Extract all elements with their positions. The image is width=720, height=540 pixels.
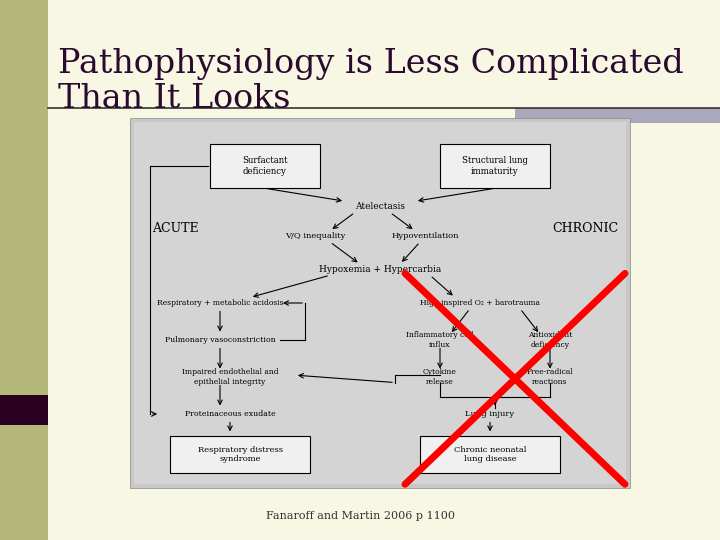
Text: Impaired endothelial and
epithelial integrity: Impaired endothelial and epithelial inte… (181, 368, 279, 386)
Text: Chronic neonatal
lung disease: Chronic neonatal lung disease (454, 446, 526, 463)
Text: Surfactant
deficiency: Surfactant deficiency (242, 157, 288, 176)
Text: Lung injury: Lung injury (465, 410, 515, 418)
Text: Respiratory + metabolic acidosis: Respiratory + metabolic acidosis (157, 299, 283, 307)
Text: ACUTE: ACUTE (152, 222, 198, 235)
Bar (515, 108, 720, 123)
Bar (130, 118, 630, 488)
Text: Free-radical
reactions: Free-radical reactions (526, 368, 573, 386)
Text: Structural lung
immaturity: Structural lung immaturity (462, 157, 528, 176)
Bar (420, 436, 560, 473)
Bar (170, 436, 310, 473)
Text: Hypoventilation: Hypoventilation (391, 232, 459, 240)
Text: Proteinaceous exudate: Proteinaceous exudate (184, 410, 275, 418)
Bar (440, 144, 550, 188)
Text: Than It Looks: Than It Looks (58, 83, 290, 115)
Text: Fanaroff and Martin 2006 p 1100: Fanaroff and Martin 2006 p 1100 (266, 511, 454, 521)
Text: Pulmonary vasoconstriction: Pulmonary vasoconstriction (165, 336, 275, 344)
Bar (134, 122, 626, 484)
Text: Respiratory distress
syndrome: Respiratory distress syndrome (197, 446, 282, 463)
Text: V/Q inequality: V/Q inequality (285, 232, 345, 240)
Text: Pathophysiology is Less Complicated: Pathophysiology is Less Complicated (58, 48, 684, 80)
Text: Hypoxemia + Hypercarbia: Hypoxemia + Hypercarbia (319, 265, 441, 274)
Text: High inspired O₂ + barotrauma: High inspired O₂ + barotrauma (420, 299, 540, 307)
Text: Atelectasis: Atelectasis (355, 202, 405, 211)
Text: Inflammatory cell
influx: Inflammatory cell influx (406, 332, 474, 349)
Text: CHRONIC: CHRONIC (552, 222, 618, 235)
Text: Cytokine
release: Cytokine release (423, 368, 457, 386)
Bar (210, 144, 320, 188)
Text: Antioxidant
deficiency: Antioxidant deficiency (528, 332, 572, 349)
Bar (0, 0, 48, 540)
Bar (0, 395, 48, 425)
